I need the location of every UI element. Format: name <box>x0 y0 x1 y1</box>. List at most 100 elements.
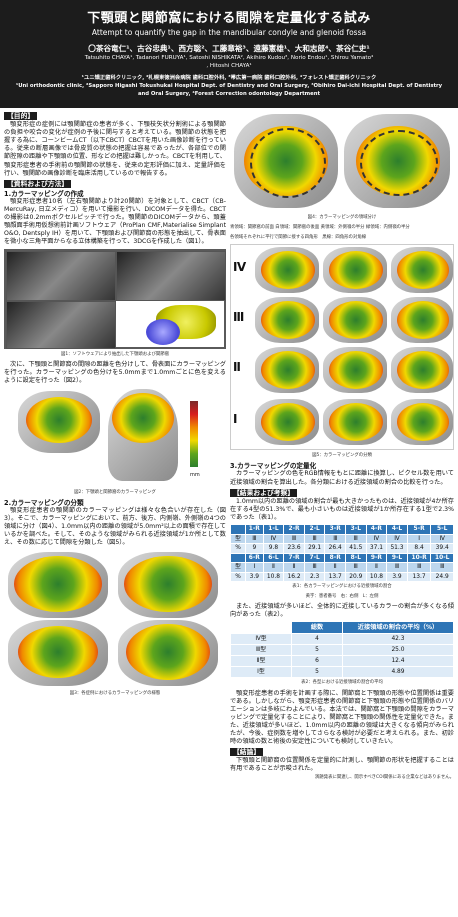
figure-3-caption: 図3：各症例におけるカラーマッピングの様態 <box>69 690 161 696</box>
table2-cell: Ⅱ型 <box>230 655 292 668</box>
table2-header <box>230 621 292 635</box>
poster-subtitle: Attempt to quantify the gap in the mandi… <box>91 28 367 37</box>
table1-type-row-2: 型 Ⅰ Ⅱ Ⅱ Ⅲ Ⅱ Ⅲ Ⅱ Ⅲ Ⅲ Ⅲ <box>230 562 454 573</box>
ct-image-1 <box>6 250 116 301</box>
figure-4 <box>230 112 454 212</box>
results-text-2: また、近接領域が多いほど、全体的に近接しているカラーの割合が多くなる傾向があった… <box>230 603 454 619</box>
table1-cell: 7-L <box>303 552 326 564</box>
table1-type-label: 型 <box>230 562 246 573</box>
table1-cell: 13.7 <box>324 571 347 583</box>
grade-label-1: Ⅰ <box>233 412 238 427</box>
grade-label-2: Ⅱ <box>233 360 241 375</box>
table2-cell: 5 <box>291 666 343 679</box>
condyle-heat <box>112 392 174 443</box>
table1-cell: Ⅲ <box>430 562 454 573</box>
table2-cell: Ⅳ型 <box>230 633 292 646</box>
figure-4-caption: 図4：カラーマッピングの領域分け <box>307 215 377 220</box>
table1-cell: Ⅳ <box>365 533 388 545</box>
affiliations-ja: ¹ユニ矯正歯科クリニック, ²札幌東徳洲会病院 歯科口腔外科, ³帯広第一病院 … <box>81 75 377 81</box>
table1-cell: 3-R <box>324 524 347 535</box>
table1-cell: Ⅲ <box>406 562 432 573</box>
grade4-a-heat <box>261 251 315 290</box>
table1-cell: 41.5 <box>345 543 367 554</box>
table1-cell: 23.6 <box>283 543 305 554</box>
table1-cell: 26.4 <box>324 543 347 554</box>
section-materials: 【資料および方法】 <box>4 179 72 188</box>
table-1-note: 黄字：患者番号 右：右側 L：左側 <box>305 594 379 600</box>
table1-cell: 8-L <box>345 552 367 564</box>
table1-cell: 2-L <box>303 524 326 535</box>
figure-5: Ⅳ Ⅲ Ⅱ Ⅰ <box>230 244 454 451</box>
table1-cell: 5-L <box>430 524 454 535</box>
figure-4-legend: 青領域：関節窩の前面 白領域：関節窩の後面 黄領域：外側嶺の半分 緑領域：内側嶺… <box>230 225 410 231</box>
figure-1-caption: 図1：ソフトウェアにより抽出した下顎頭および関節窩 <box>60 351 170 357</box>
table1-cell: 8-R <box>324 552 347 564</box>
grade4-b-heat <box>329 251 383 290</box>
table1-cell: 51.3 <box>386 543 408 554</box>
table1-cell: 4-R <box>365 524 388 535</box>
table1-cell: Ⅱ <box>365 562 388 573</box>
table-1-caption: 表1：各カラーマッピングにおける近接領域の割合 <box>292 584 392 590</box>
table1-cell: Ⅲ <box>345 562 367 573</box>
table2-row: Ⅳ型 4 42.3 <box>230 633 454 646</box>
table2-cell: 42.3 <box>342 633 454 646</box>
table1-cell: Ⅱ <box>262 562 285 573</box>
figure-2-caption: 図2：下顎頭と関節窩のカラーマッピング <box>74 489 156 495</box>
table1-cell: 13.7 <box>406 571 432 583</box>
table1-id-row-2: 6-R 6-L 7-R 7-L 8-R 8-L 9-R 9-L 10-R 10-… <box>230 552 454 564</box>
table1-cell: Ⅲ <box>303 533 326 545</box>
table1-cell: 37.1 <box>365 543 388 554</box>
table-2-caption: 表2：各型における近接領域の割合の平均 <box>301 680 383 686</box>
grade1-b-heat <box>329 403 383 442</box>
table-1: 1-R 1-L 2-R 2-L 3-R 3-L 4-R 4-L 5-R 5-L … <box>230 524 454 583</box>
table1-type-row-1: 型 Ⅲ Ⅳ Ⅲ Ⅲ Ⅲ Ⅲ Ⅳ Ⅳ Ⅰ Ⅳ <box>230 533 454 545</box>
table2-row: Ⅰ型 5 4.89 <box>230 666 454 679</box>
condyle-model <box>146 318 180 345</box>
table1-cell: Ⅲ <box>324 533 347 545</box>
results-text: 1.0mm以内の距離の領域の割合が最も大きかったものは、近接領域が4か所存在する… <box>230 497 454 521</box>
table2-cell: Ⅲ型 <box>230 644 292 657</box>
table1-cell: 6-R <box>245 552 264 564</box>
method2-text: 顎変形症患者の顎関節のカラーマッピングは様々な色合いが存在した（図3）。そこで、… <box>4 507 226 547</box>
table1-cell: Ⅲ <box>386 562 408 573</box>
grade-label-4: Ⅳ <box>233 260 247 275</box>
table2-cell: 25.0 <box>342 644 454 657</box>
grade3-c-heat <box>397 301 449 340</box>
grade4-c-heat <box>397 251 449 290</box>
table2-cell: 4.89 <box>342 666 454 679</box>
grade3-a-heat <box>261 301 315 340</box>
table1-cell: 9 <box>245 543 264 554</box>
table1-cell: 3-L <box>345 524 367 535</box>
table2-cell: 5 <box>291 644 343 657</box>
table1-cell: Ⅲ <box>345 533 367 545</box>
purpose-text: 顎変形症の症例には顎関節症の患者が多く、下顎枝矢状分割術による顎関節の負担や咬合… <box>4 121 226 177</box>
table1-cell: 4-L <box>386 524 408 535</box>
table1-cell: 1-L <box>262 524 285 535</box>
table1-pct-label: % <box>230 543 246 554</box>
table2-cell: 12.4 <box>342 655 454 668</box>
table2-cell: Ⅰ型 <box>230 666 292 679</box>
table2-cell: 6 <box>291 655 343 668</box>
case-d-heat <box>126 623 210 680</box>
table1-cell: Ⅳ <box>430 533 454 545</box>
table1-cell: Ⅳ <box>386 533 408 545</box>
method1-title: 1.カラーマッピングの作成 <box>4 189 84 198</box>
poster-header: 下顎頭と関節窩における間隙を定量化する試み Attempt to quantif… <box>0 0 458 108</box>
left-column: 【目的】 顎変形症の症例には顎関節症の患者が多く、下顎枝矢状分割術による顎関節の… <box>4 110 226 700</box>
figure-1 <box>4 248 226 349</box>
method1-text-2: 次に、下顎頭と関節窩の間隙の距離を色分けして、骨表面にカラーマッピングを行った。… <box>4 360 226 384</box>
authors: 〇茶谷竜仁¹、古谷忠典¹、西方聡²、工藤章裕³、遠藤憲雄¹、大和志郎⁴、茶谷仁史… <box>88 44 370 53</box>
table1-pct-label: % <box>230 571 246 583</box>
table1-cell: 9-L <box>386 552 408 564</box>
table2-row: Ⅱ型 6 12.4 <box>230 655 454 668</box>
table1-cell: 20.9 <box>345 571 367 583</box>
table2-header-row: 総数 近接領域の割合の平均（%） <box>230 621 454 635</box>
table1-cell: Ⅰ <box>245 562 264 573</box>
table1-cell: 10-R <box>406 552 432 564</box>
table1-cell: Ⅲ <box>245 533 264 545</box>
table1-cell: 3.9 <box>386 571 408 583</box>
table1-cell: 29.1 <box>303 543 326 554</box>
section-conclusion: 【結論】 <box>230 748 264 757</box>
table1-cell: Ⅱ <box>283 562 305 573</box>
table1-cell: 7-R <box>283 552 305 564</box>
